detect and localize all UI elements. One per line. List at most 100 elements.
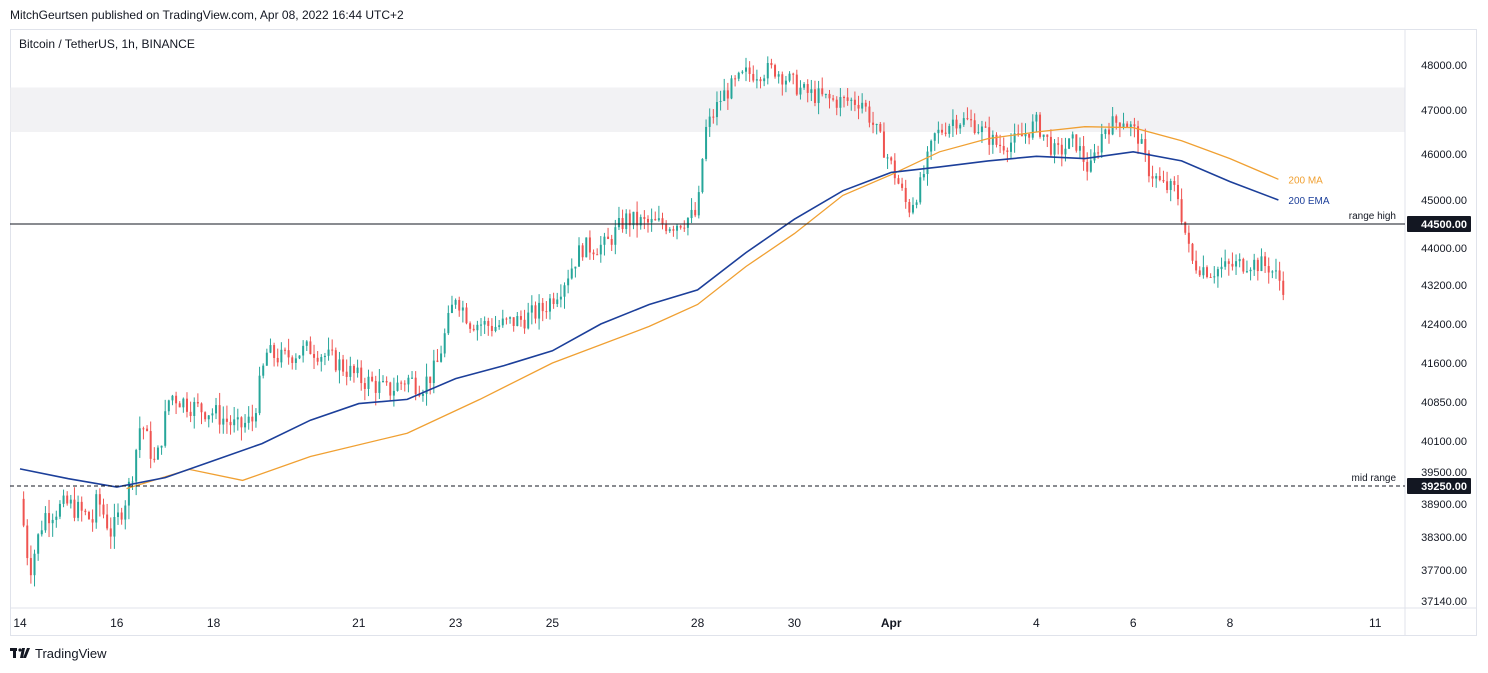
candle-body xyxy=(614,227,617,245)
x-tick-label: 8 xyxy=(1227,616,1234,630)
x-tick-label: 6 xyxy=(1130,616,1137,630)
candle-body xyxy=(458,299,461,311)
candle-body xyxy=(730,78,733,99)
candle-body xyxy=(454,299,457,305)
candle xyxy=(697,185,700,219)
y-tick-label: 39500.00 xyxy=(1421,467,1467,479)
candle xyxy=(117,503,120,525)
candle-body xyxy=(763,78,766,82)
candle-body xyxy=(697,192,700,216)
candle-body xyxy=(309,341,312,355)
candle xyxy=(436,349,439,363)
x-tick-label: 23 xyxy=(449,616,463,630)
candle-body xyxy=(828,93,831,99)
candle-body xyxy=(1195,260,1198,271)
candle xyxy=(821,77,824,97)
candle-body xyxy=(661,218,664,225)
candle-body xyxy=(1155,176,1158,179)
candle xyxy=(487,317,490,336)
candle xyxy=(737,71,740,82)
candle-body xyxy=(999,144,1002,147)
candle xyxy=(806,79,809,103)
candle-body xyxy=(1278,270,1281,281)
candle xyxy=(904,179,907,209)
candle-body xyxy=(1089,160,1092,172)
candle-body xyxy=(657,218,660,221)
candle-body xyxy=(1053,143,1056,155)
candle-body xyxy=(1231,263,1234,267)
candle-body xyxy=(784,80,787,85)
candle-body xyxy=(636,211,639,226)
candle xyxy=(1104,128,1107,139)
candle xyxy=(1137,120,1140,154)
candle xyxy=(200,402,203,425)
candle-body xyxy=(861,102,864,109)
candle-body xyxy=(113,517,116,537)
candle xyxy=(781,71,784,96)
candle-body xyxy=(396,382,399,391)
candle xyxy=(911,197,914,215)
candle xyxy=(857,95,860,120)
candle xyxy=(142,426,145,440)
candle xyxy=(251,404,254,432)
candle-body xyxy=(1068,138,1071,149)
candle-body xyxy=(29,558,32,576)
candle-body xyxy=(1133,124,1136,127)
candle-body xyxy=(298,355,301,359)
candle-body xyxy=(1206,267,1209,278)
candle xyxy=(1009,133,1012,159)
y-tick-label: 46000.00 xyxy=(1421,149,1467,161)
candle xyxy=(832,94,835,102)
candle-body xyxy=(966,118,969,120)
candle xyxy=(1253,253,1256,276)
candle-body xyxy=(1198,270,1201,276)
candle-body xyxy=(890,157,893,161)
candle-body xyxy=(646,218,649,223)
candle xyxy=(1256,257,1259,281)
candle-body xyxy=(588,237,591,253)
candle-body xyxy=(182,398,185,408)
candle xyxy=(941,123,944,136)
candle xyxy=(189,401,192,423)
candle-body xyxy=(919,177,922,203)
candle-body xyxy=(269,345,272,353)
candle xyxy=(276,348,279,367)
candle-body xyxy=(334,350,337,371)
candle xyxy=(265,348,268,366)
candle-body xyxy=(382,381,384,383)
candle-body xyxy=(87,512,90,520)
candle xyxy=(1028,133,1031,145)
candle-body xyxy=(1238,259,1241,262)
candle-body xyxy=(1020,134,1023,137)
candle-body xyxy=(1227,261,1230,264)
candle xyxy=(1235,254,1238,275)
candle-body xyxy=(244,422,247,428)
candle-body xyxy=(639,217,642,226)
candle xyxy=(138,416,141,458)
candle-body xyxy=(305,341,308,346)
candle-body xyxy=(483,320,486,325)
candle xyxy=(1216,266,1219,288)
candle-body xyxy=(748,67,751,74)
candle-body xyxy=(694,209,697,216)
candle-body xyxy=(374,380,377,393)
y-tick-label: 38900.00 xyxy=(1421,499,1467,511)
candle-body xyxy=(411,377,414,379)
candle-body xyxy=(185,398,188,412)
candle xyxy=(1057,137,1060,155)
candle-body xyxy=(995,134,998,145)
candle xyxy=(596,248,599,256)
candle xyxy=(480,318,483,337)
candle xyxy=(48,499,51,538)
candle-body xyxy=(1245,271,1248,273)
candle xyxy=(1282,271,1285,301)
tradingview-logo[interactable]: TradingView xyxy=(10,646,107,661)
candle xyxy=(908,198,911,218)
candle-body xyxy=(80,501,83,511)
candle xyxy=(715,91,718,126)
candle xyxy=(1151,165,1154,188)
candle-body xyxy=(135,450,138,482)
candle-body xyxy=(1009,142,1012,152)
candle xyxy=(450,295,453,314)
